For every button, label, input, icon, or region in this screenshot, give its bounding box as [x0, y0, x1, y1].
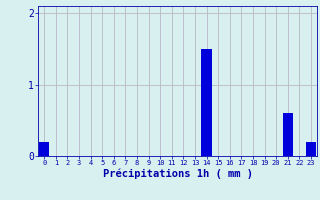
Bar — [283, 113, 293, 156]
Bar — [201, 49, 212, 156]
Bar — [306, 142, 316, 156]
X-axis label: Précipitations 1h ( mm ): Précipitations 1h ( mm ) — [103, 169, 252, 179]
Bar — [39, 142, 49, 156]
